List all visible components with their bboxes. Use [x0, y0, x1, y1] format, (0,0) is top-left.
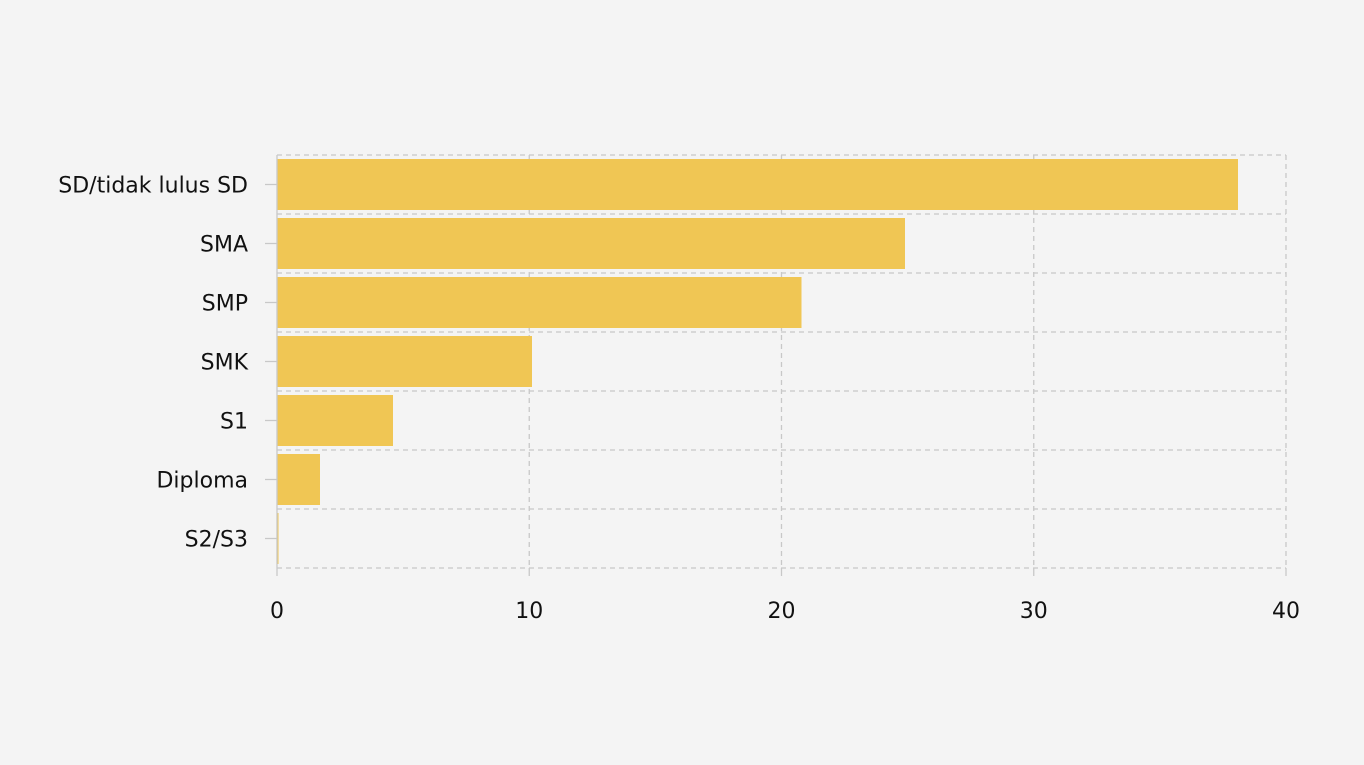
x-tick-label: 20	[768, 599, 796, 624]
bar	[277, 159, 1239, 210]
y-category-label: SMK	[201, 351, 249, 376]
x-tick-label: 40	[1272, 599, 1300, 624]
x-tick-label: 10	[515, 599, 543, 624]
x-tick-label: 30	[1020, 599, 1048, 624]
y-category-label: SMP	[202, 292, 248, 317]
y-category-label: S1	[220, 410, 248, 435]
label-layer: 0 10 20 30 40 SD/tidak lulus SD SMA SMP SMK S1 Dip…	[58, 174, 1300, 625]
y-category-label: Diploma	[156, 469, 248, 494]
bar	[277, 513, 279, 564]
y-category-label: SD/tidak lulus SD	[58, 174, 248, 199]
axis-layer	[265, 155, 1287, 576]
bar	[277, 218, 906, 269]
bar	[277, 336, 532, 387]
bar	[277, 395, 394, 446]
x-tick-label: 0	[270, 599, 284, 624]
bar	[277, 454, 320, 505]
y-category-label: SMA	[200, 233, 248, 258]
bar-layer	[277, 159, 1239, 564]
bar	[277, 277, 802, 328]
y-category-label: S2/S3	[185, 528, 248, 553]
